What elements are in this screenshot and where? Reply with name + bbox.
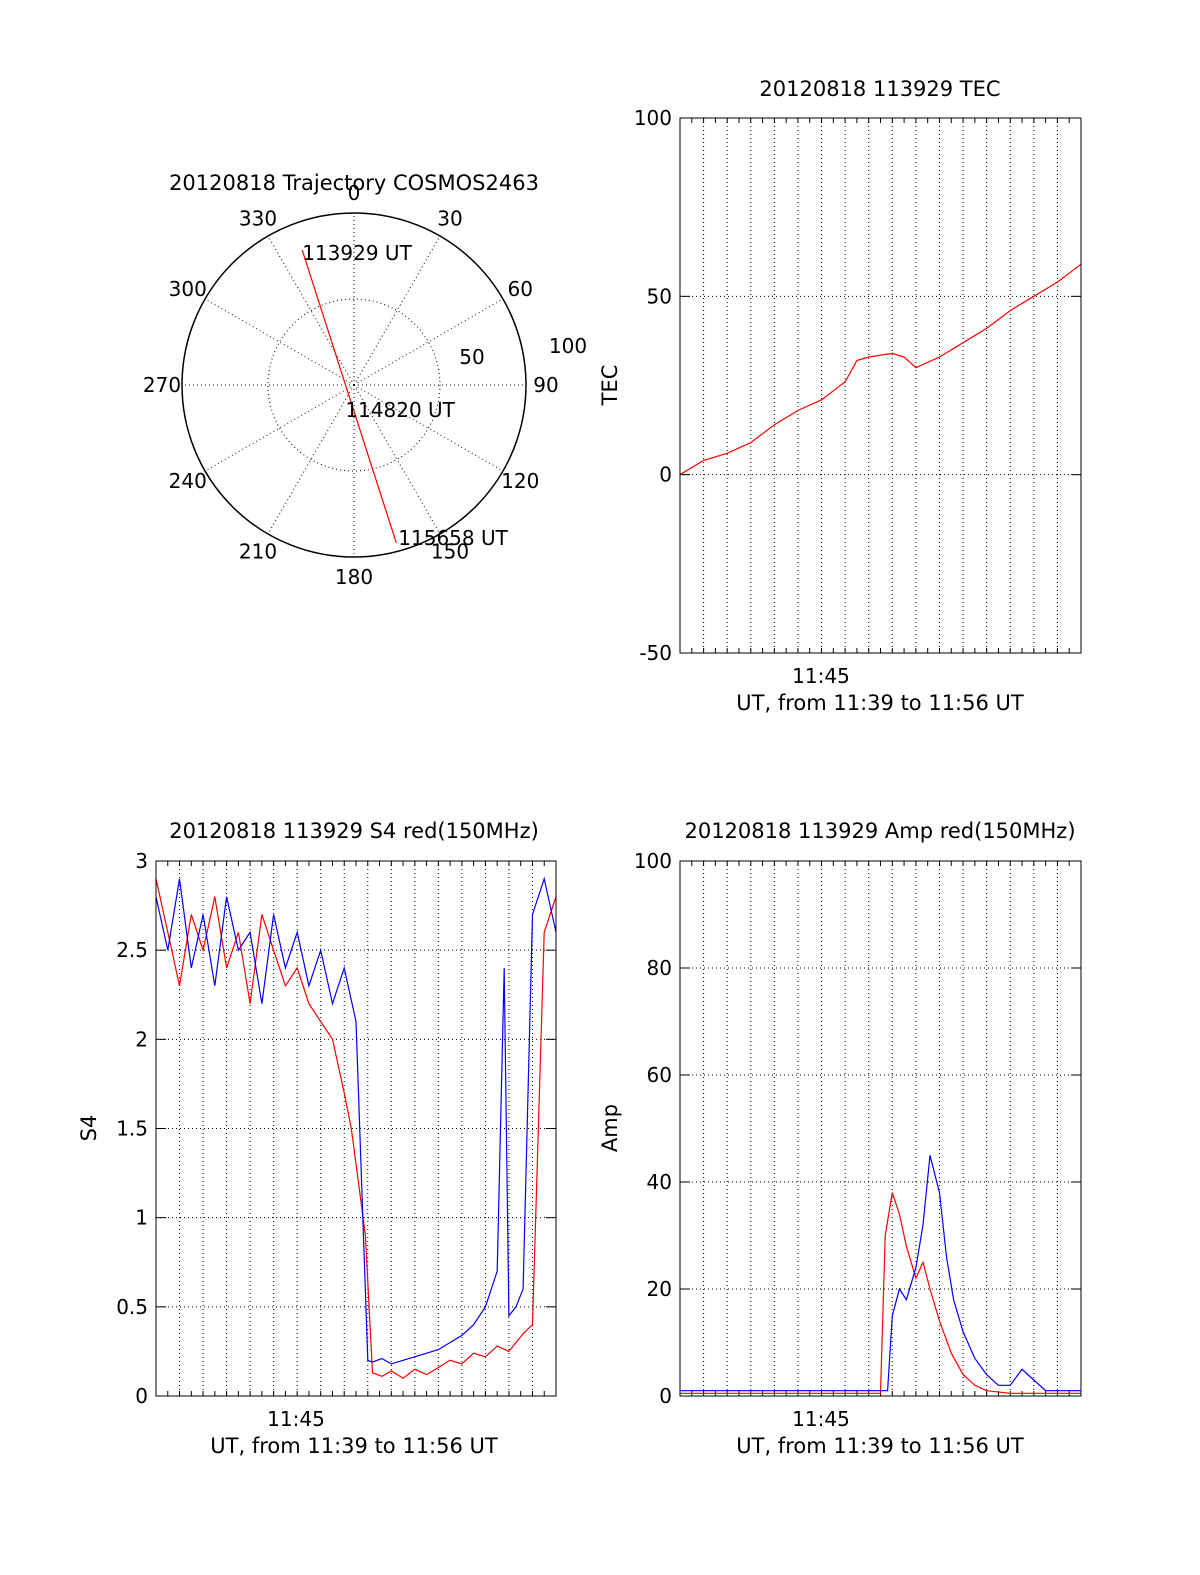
polar-azimuth-label: 120 bbox=[501, 469, 539, 493]
polar-trajectory-line bbox=[301, 249, 397, 544]
polar-spoke bbox=[353, 384, 504, 472]
amp-title: 20120818 113929 Amp red(150MHz) bbox=[684, 819, 1075, 843]
tec-ytick-labels: -50 0 50 100 bbox=[634, 106, 672, 665]
trajectory-start-label: 113929 UT bbox=[302, 241, 412, 265]
polar-azimuth-label: 210 bbox=[239, 539, 277, 563]
polar-azimuth-label: 270 bbox=[143, 373, 181, 397]
amp-ytick-label: 0 bbox=[659, 1384, 672, 1408]
polar-azimuth-labels: 0 30 60 90 120 150 180 210 240 270 300 330 bbox=[143, 181, 559, 589]
s4-ytick-label: 1.5 bbox=[116, 1117, 148, 1141]
polar-azimuth-label: 300 bbox=[169, 277, 207, 301]
amp-xtick-label: 11:45 bbox=[792, 1407, 850, 1431]
s4-xlabel: UT, from 11:39 to 11:56 UT bbox=[210, 1434, 498, 1458]
amp-ytick-label: 40 bbox=[647, 1170, 672, 1194]
polar-spoke bbox=[353, 298, 504, 386]
polar-azimuth-label: 90 bbox=[533, 373, 558, 397]
s4-ytick-label: 2 bbox=[135, 1027, 148, 1051]
polar-spoke bbox=[204, 298, 355, 386]
s4-series bbox=[155, 876, 557, 1379]
tec-series bbox=[679, 263, 1082, 476]
s4-gridlines bbox=[155, 860, 557, 1397]
amp-series-line-1 bbox=[680, 1155, 1081, 1392]
amp-ytick-label: 20 bbox=[647, 1277, 672, 1301]
polar-spokes bbox=[182, 213, 526, 557]
amp-ytick-label: 80 bbox=[647, 956, 672, 980]
polar-radial-label-100: 100 bbox=[549, 334, 587, 358]
amp-ytick-label: 60 bbox=[647, 1063, 672, 1087]
amp-gridlines bbox=[679, 860, 1082, 1397]
tec-xlabel: UT, from 11:39 to 11:56 UT bbox=[736, 691, 1024, 715]
tec-series-line-0 bbox=[679, 263, 1082, 476]
s4-ytick-label: 1 bbox=[135, 1206, 148, 1230]
s4-series-line-0 bbox=[155, 878, 557, 1379]
tec-ytick-label: 50 bbox=[647, 284, 672, 308]
tec-plot-frame bbox=[679, 117, 1082, 654]
polar-spoke bbox=[204, 384, 355, 472]
polar-trajectory-plot: 20120818 Trajectory COSMOS2463 0 30 60 90 12… bbox=[143, 171, 587, 589]
polar-azimuth-label: 150 bbox=[431, 539, 469, 563]
polar-spoke bbox=[353, 235, 441, 386]
tec-gridlines bbox=[679, 117, 1082, 654]
polar-azimuth-label: 330 bbox=[239, 207, 277, 231]
tec-xtick-label: 11:45 bbox=[792, 664, 850, 688]
tec-ylabel: TEC bbox=[598, 365, 622, 407]
polar-spoke bbox=[267, 384, 355, 535]
s4-xtick-label: 11:45 bbox=[267, 1407, 325, 1431]
tec-ytick-label: 0 bbox=[659, 463, 672, 487]
polar-title: 20120818 Trajectory COSMOS2463 bbox=[169, 171, 539, 195]
s4-ytick-label: 3 bbox=[135, 849, 148, 873]
polar-inner-circle bbox=[267, 298, 441, 472]
s4-plot-frame bbox=[155, 860, 557, 1397]
s4-ylabel: S4 bbox=[77, 1115, 101, 1142]
tec-ytick-label: 100 bbox=[634, 106, 672, 130]
amp-xlabel: UT, from 11:39 to 11:56 UT bbox=[736, 1434, 1024, 1458]
polar-spoke bbox=[353, 384, 441, 535]
amp-ylabel: Amp bbox=[598, 1104, 622, 1152]
polar-azimuth-label: 60 bbox=[508, 277, 533, 301]
polar-azimuth-label: 180 bbox=[335, 565, 373, 589]
tec-title: 20120818 113929 TEC bbox=[759, 77, 1000, 101]
trajectory-end-label: 115658 UT bbox=[398, 526, 508, 550]
s4-ytick-labels: 0 0.5 1 1.5 2 2.5 3 bbox=[116, 849, 148, 1408]
s4-ytick-label: 0.5 bbox=[116, 1295, 148, 1319]
amp-ytick-label: 100 bbox=[634, 849, 672, 873]
amp-series-line-0 bbox=[680, 1192, 1081, 1394]
amp-ytick-labels: 0 20 40 60 80 100 bbox=[634, 849, 672, 1408]
amp-series bbox=[680, 1155, 1081, 1394]
amp-plot-frame bbox=[679, 860, 1082, 1397]
polar-spoke bbox=[267, 235, 355, 386]
tec-ytick-label: -50 bbox=[639, 641, 672, 665]
polar-azimuth-label: 0 bbox=[348, 181, 361, 205]
s4-ytick-label: 2.5 bbox=[116, 938, 148, 962]
polar-outer-circle bbox=[181, 212, 527, 558]
s4-series-line-1 bbox=[155, 876, 557, 1365]
tec-chart: 20120818 113929 TEC TEC UT, from 11:39 t… bbox=[598, 77, 1082, 715]
amp-chart: 20120818 113929 Amp red(150MHz) Amp UT, … bbox=[598, 819, 1082, 1458]
polar-azimuth-label: 30 bbox=[437, 207, 462, 231]
trajectory-mid-label: 114820 UT bbox=[345, 398, 455, 422]
s4-ytick-label: 0 bbox=[135, 1384, 148, 1408]
s4-chart: 20120818 113929 S4 red(150MHz) S4 UT, fr… bbox=[77, 819, 557, 1458]
polar-radial-label-50: 50 bbox=[459, 345, 484, 369]
s4-title: 20120818 113929 S4 red(150MHz) bbox=[169, 819, 539, 843]
polar-azimuth-label: 240 bbox=[169, 469, 207, 493]
